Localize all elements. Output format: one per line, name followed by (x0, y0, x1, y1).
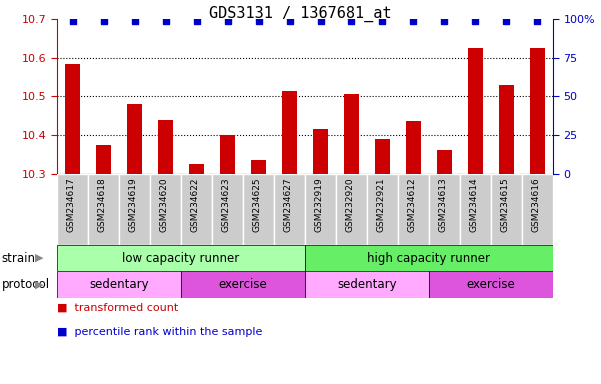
Text: low capacity runner: low capacity runner (123, 252, 240, 265)
Text: GSM234613: GSM234613 (439, 177, 448, 232)
Text: GSM234612: GSM234612 (407, 177, 416, 232)
Bar (181, 174, 212, 245)
Bar (499, 85, 514, 174)
Bar (57, 245, 305, 271)
Text: protocol: protocol (2, 278, 50, 291)
Text: GSM234617: GSM234617 (67, 177, 76, 232)
Bar (460, 174, 491, 245)
Bar (406, 121, 421, 174)
Bar (491, 174, 522, 245)
Bar (367, 174, 398, 245)
Bar (336, 174, 367, 245)
Bar (119, 174, 150, 245)
Bar (305, 174, 336, 245)
Bar (150, 174, 181, 245)
Bar (375, 139, 390, 174)
Bar (251, 160, 266, 174)
Text: ■  transformed count: ■ transformed count (57, 302, 178, 312)
Text: GSM232921: GSM232921 (377, 177, 386, 232)
Bar (212, 174, 243, 245)
Text: GSM234614: GSM234614 (469, 177, 478, 232)
Bar (305, 245, 553, 271)
Text: sedentary: sedentary (90, 278, 149, 291)
Text: GSM234620: GSM234620 (160, 177, 169, 232)
Bar (65, 64, 81, 174)
Bar (158, 119, 173, 174)
Text: ■  percentile rank within the sample: ■ percentile rank within the sample (57, 327, 263, 337)
Bar (181, 271, 305, 298)
Bar (282, 91, 297, 174)
Bar (274, 174, 305, 245)
Bar (96, 145, 111, 174)
Text: GSM234618: GSM234618 (98, 177, 107, 232)
Bar (88, 174, 119, 245)
Text: GSM232919: GSM232919 (314, 177, 323, 232)
Bar (189, 164, 204, 174)
Text: GSM234615: GSM234615 (501, 177, 510, 232)
Text: GSM234627: GSM234627 (284, 177, 293, 232)
Text: high capacity runner: high capacity runner (367, 252, 490, 265)
Bar (127, 104, 142, 174)
Bar (220, 135, 235, 174)
Bar (398, 174, 429, 245)
Text: ▶: ▶ (35, 280, 43, 290)
Bar (529, 48, 545, 174)
Bar (313, 129, 328, 174)
Text: GSM234625: GSM234625 (252, 177, 261, 232)
Text: exercise: exercise (219, 278, 267, 291)
Text: GSM234619: GSM234619 (129, 177, 138, 232)
Bar (437, 151, 452, 174)
Bar (429, 174, 460, 245)
Bar (57, 174, 88, 245)
Text: exercise: exercise (466, 278, 515, 291)
Text: ▶: ▶ (35, 253, 43, 263)
Text: GSM232920: GSM232920 (346, 177, 355, 232)
Text: GSM234623: GSM234623 (222, 177, 231, 232)
Bar (57, 271, 181, 298)
Text: GSM234616: GSM234616 (531, 177, 540, 232)
Bar (429, 271, 553, 298)
Text: GDS3131 / 1367681_at: GDS3131 / 1367681_at (209, 6, 392, 22)
Text: GSM234622: GSM234622 (191, 177, 200, 232)
Bar (522, 174, 553, 245)
Text: sedentary: sedentary (337, 278, 397, 291)
Bar (305, 271, 429, 298)
Bar (344, 94, 359, 174)
Bar (243, 174, 274, 245)
Bar (468, 48, 483, 174)
Text: strain: strain (2, 252, 36, 265)
